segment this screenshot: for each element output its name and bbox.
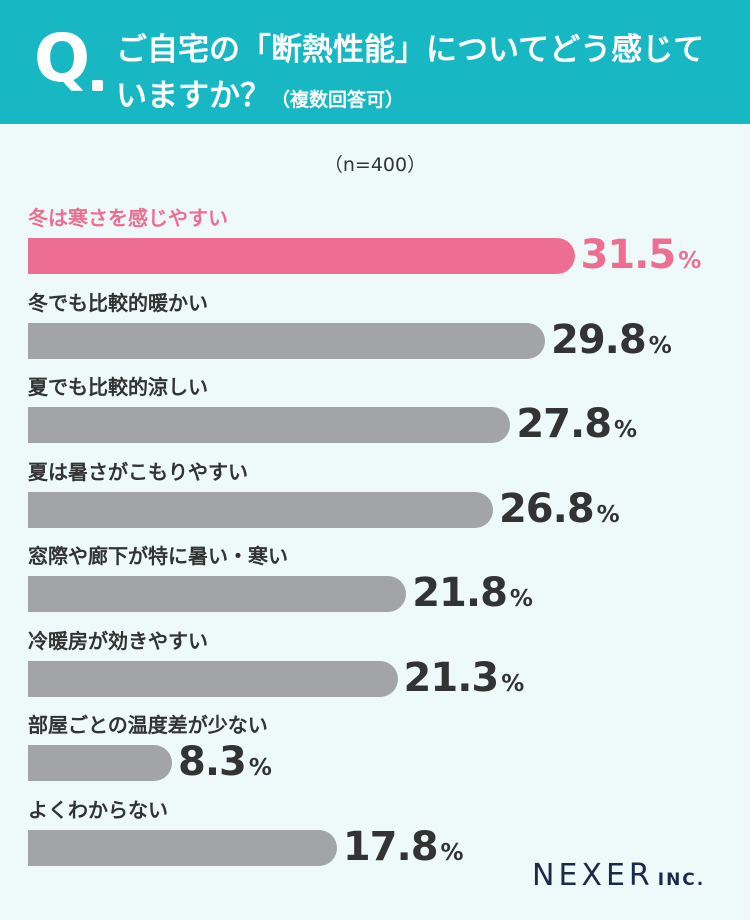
- question-mark-q: Q: [34, 20, 91, 97]
- value-number: 8.3: [178, 739, 247, 785]
- value-unit: %: [678, 248, 702, 274]
- category-label: 部屋ごとの温度差が少ない: [28, 713, 268, 737]
- value-label: 31.5%: [581, 235, 702, 275]
- question-dot: [92, 80, 103, 91]
- bar: [28, 660, 398, 697]
- value-unit: %: [614, 417, 638, 443]
- category-label: 冬は寒さを感じやすい: [28, 206, 228, 230]
- bar: [28, 576, 407, 612]
- value-number: 21.8: [412, 570, 508, 616]
- nexer-logo: NEXER INC.: [532, 858, 705, 893]
- value-label: 26.8%: [499, 489, 620, 529]
- category-label: 窓際や廊下が特に暑い・寒い: [28, 544, 288, 568]
- question-text-line2-main: いますか？: [116, 78, 271, 114]
- category-label: よくわからない: [28, 797, 168, 822]
- value-label: 17.8%: [343, 827, 464, 867]
- category-label: 冷暖房が効きやすい: [28, 628, 208, 653]
- bar: [28, 829, 337, 866]
- logo-sub: INC.: [657, 870, 706, 890]
- value-label: 21.3%: [404, 658, 525, 698]
- value-unit: %: [501, 670, 525, 697]
- value-unit: %: [248, 755, 272, 781]
- logo-main: NEXER: [532, 858, 654, 893]
- value-label: 21.8%: [412, 573, 533, 613]
- question-text-line2: いますか？（複数回答可）: [116, 70, 404, 115]
- bar: [28, 491, 493, 528]
- value-label: 29.8%: [551, 320, 672, 360]
- question-note: （複数回答可）: [271, 89, 405, 111]
- value-unit: %: [440, 839, 464, 866]
- value-number: 26.8: [498, 485, 595, 532]
- value-label: 8.3%: [178, 742, 272, 782]
- category-label: 冬でも比較的暖かい: [28, 290, 208, 315]
- value-unit: %: [509, 586, 533, 612]
- bar: [28, 407, 511, 443]
- value-number: 27.8: [516, 401, 612, 447]
- value-unit: %: [648, 332, 672, 359]
- question-text-line1: ご自宅の「断熱性能」についてどう感じて: [116, 32, 705, 68]
- bar: [28, 238, 575, 274]
- bar: [28, 745, 172, 781]
- value-number: 21.3: [403, 654, 500, 701]
- value-number: 31.5: [580, 232, 677, 278]
- value-number: 29.8: [551, 316, 647, 363]
- category-label: 夏は暑さがこもりやすい: [28, 459, 248, 484]
- value-unit: %: [596, 501, 620, 528]
- question-header: Q ご自宅の「断熱性能」についてどう感じて いますか？（複数回答可）: [0, 0, 750, 124]
- category-label: 夏でも比較的涼しい: [28, 375, 208, 399]
- value-number: 17.8: [342, 823, 439, 870]
- sample-size: （n=400）: [323, 154, 427, 176]
- value-label: 27.8%: [516, 404, 637, 444]
- bar: [28, 322, 546, 359]
